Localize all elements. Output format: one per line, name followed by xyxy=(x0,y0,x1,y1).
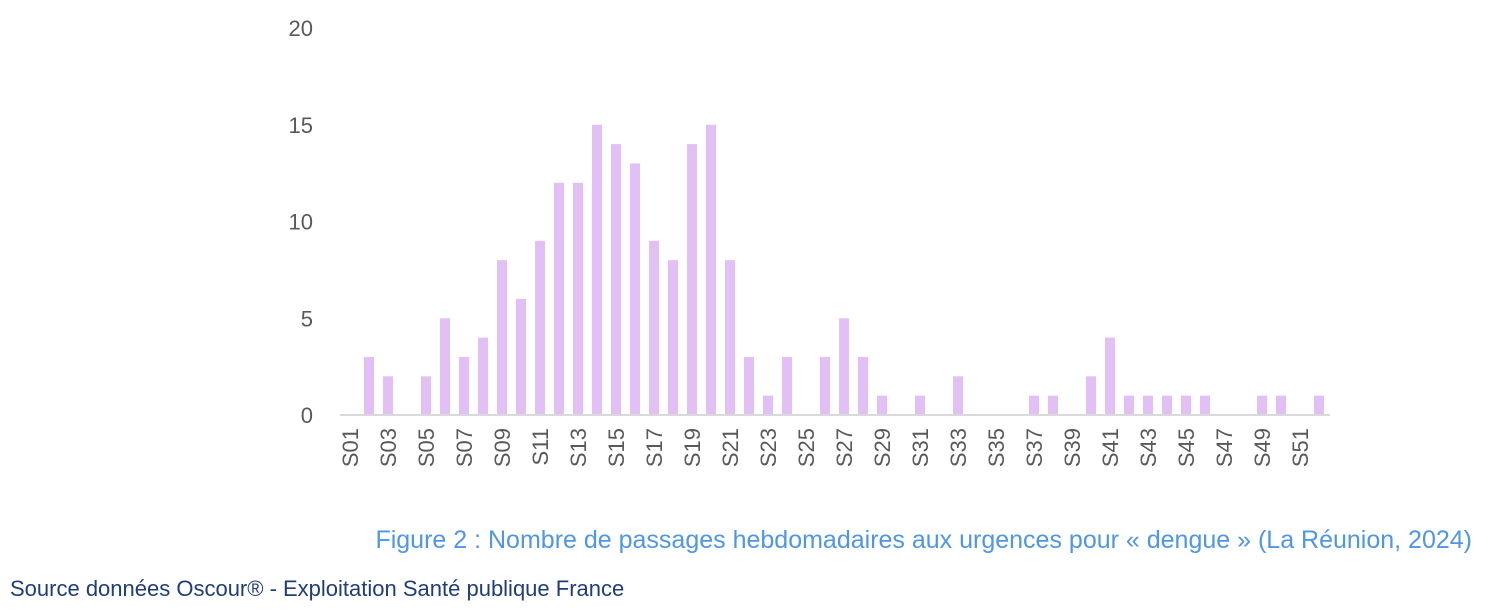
x-tick-label: S41 xyxy=(1098,428,1123,467)
bar-S29 xyxy=(877,395,887,415)
bar-S07 xyxy=(459,356,469,415)
bar-S14 xyxy=(592,124,602,415)
bar-S02 xyxy=(364,356,374,415)
bar-S41 xyxy=(1105,337,1115,415)
bar-S22 xyxy=(744,356,754,415)
bar-S33 xyxy=(953,376,963,415)
x-tick-label: S27 xyxy=(832,428,857,467)
x-tick-label: S35 xyxy=(984,428,1009,467)
bar-S24 xyxy=(782,356,792,415)
bar-S20 xyxy=(706,124,716,415)
x-tick-label: S33 xyxy=(946,428,971,467)
y-tick-label: 20 xyxy=(289,16,313,41)
y-tick-label: 15 xyxy=(289,113,313,138)
bar-S15 xyxy=(611,144,621,415)
bar-S23 xyxy=(763,395,773,415)
x-tick-label: S43 xyxy=(1136,428,1161,467)
bar-S42 xyxy=(1124,395,1134,415)
bar-S46 xyxy=(1200,395,1210,415)
bar-S18 xyxy=(668,260,678,415)
x-axis-labels: S01 S03 S05 S07 S09 S11 S13 S15 S17 S19 S21 S23 S25 S… xyxy=(338,428,1313,467)
bar-S09 xyxy=(497,260,507,415)
x-tick-label: S01 xyxy=(338,428,363,467)
x-tick-label: S25 xyxy=(794,428,819,467)
x-tick-label: S45 xyxy=(1174,428,1199,467)
x-tick-label: S15 xyxy=(604,428,629,467)
x-tick-label: S37 xyxy=(1022,428,1047,467)
x-tick-label: S09 xyxy=(490,428,515,467)
x-tick-label: S03 xyxy=(376,428,401,467)
bar-S13 xyxy=(573,182,583,415)
bar-S26 xyxy=(820,356,830,415)
x-tick-label: S17 xyxy=(642,428,667,467)
bar-S37 xyxy=(1029,395,1039,415)
bar-S45 xyxy=(1181,395,1191,415)
bars xyxy=(364,124,1324,415)
bar-S21 xyxy=(725,260,735,415)
y-tick-label: 5 xyxy=(301,306,313,331)
x-tick-label: S07 xyxy=(452,428,477,467)
x-tick-label: S21 xyxy=(718,428,743,467)
bar-S08 xyxy=(478,337,488,415)
y-tick-label: 0 xyxy=(301,403,313,428)
bar-S12 xyxy=(554,182,564,415)
bar-S17 xyxy=(649,240,659,415)
bar-S31 xyxy=(915,395,925,415)
figure-caption: Figure 2 : Nombre de passages hebdomadai… xyxy=(375,526,1472,554)
bar-S03 xyxy=(383,376,393,415)
bar-S38 xyxy=(1048,395,1058,415)
x-tick-label: S05 xyxy=(414,428,439,467)
x-tick-label: S19 xyxy=(680,428,705,467)
bar-S40 xyxy=(1086,376,1096,415)
y-axis: 0 5 10 15 20 xyxy=(289,16,313,428)
x-tick-label: S47 xyxy=(1212,428,1237,467)
bar-S28 xyxy=(858,356,868,415)
x-tick-label: S31 xyxy=(908,428,933,467)
bar-S27 xyxy=(839,318,849,415)
x-tick-label: S23 xyxy=(756,428,781,467)
bar-S19 xyxy=(687,144,697,415)
bar-S16 xyxy=(630,163,640,415)
x-tick-label: S11 xyxy=(528,428,553,466)
y-tick-label: 10 xyxy=(289,210,313,235)
bar-S44 xyxy=(1162,395,1172,415)
bar-S11 xyxy=(535,240,545,415)
x-tick-label: S13 xyxy=(566,428,591,467)
x-tick-label: S49 xyxy=(1250,428,1275,467)
bar-S43 xyxy=(1143,395,1153,415)
bar-S49 xyxy=(1257,395,1267,415)
bar-S06 xyxy=(440,318,450,415)
x-tick-label: S29 xyxy=(870,428,895,467)
bar-S52 xyxy=(1314,395,1324,415)
x-tick-label: S39 xyxy=(1060,428,1085,467)
bar-S50 xyxy=(1276,395,1286,415)
bar-S10 xyxy=(516,298,526,415)
bar-S05 xyxy=(421,376,431,415)
source-note: Source données Oscour® - Exploitation Sa… xyxy=(10,576,625,601)
x-tick-label: S51 xyxy=(1288,428,1313,467)
